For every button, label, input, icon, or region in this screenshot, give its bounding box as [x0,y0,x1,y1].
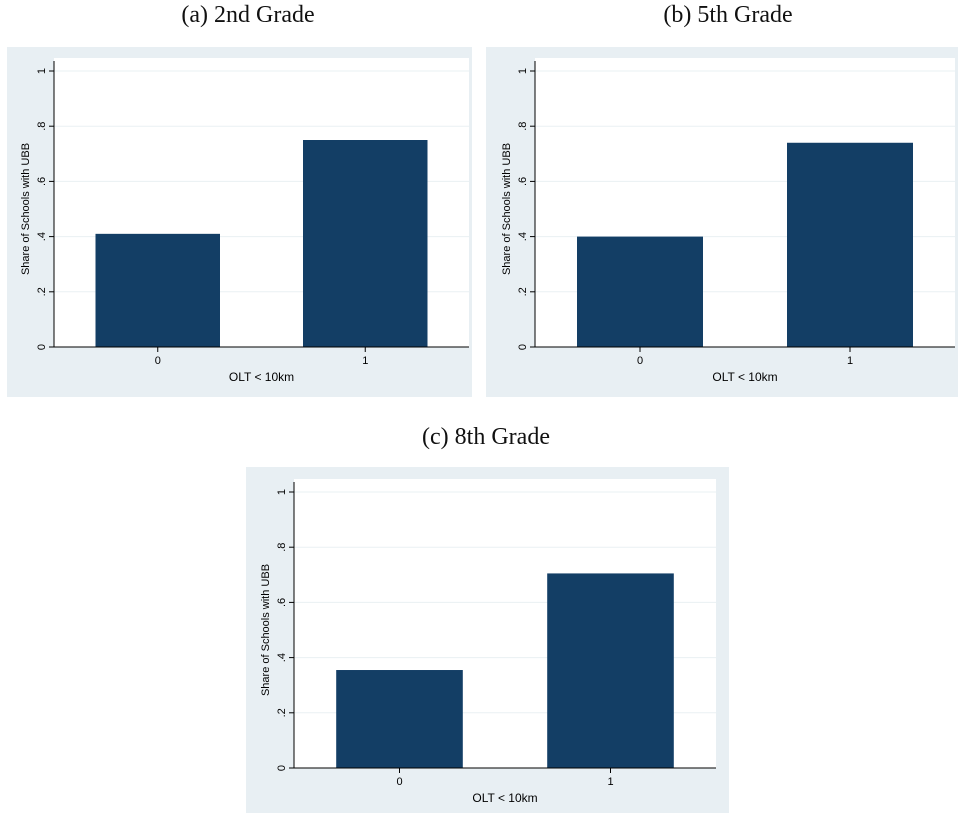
y-tick-label-1: .2 [276,708,288,717]
x-axis-title: OLT < 10km [472,791,537,805]
bar-1 [547,573,674,768]
y-tick-label-3: .6 [36,177,48,186]
panel-b-title: (b) 5th Grade [663,2,793,28]
y-axis-title: Share of Schools with UBB [260,564,272,696]
bar-1 [787,142,913,347]
x-tick-label-0: 0 [155,355,161,367]
chart-c: 0 .2 .4 .6 .8 1 0 1 OLT < 10km Share of Schools w… [246,467,729,813]
x-tick-label-0: 0 [637,355,643,367]
y-tick-label-2: .4 [36,232,48,241]
y-tick-label-5: 1 [36,68,48,74]
chart-b: 0 .2 .4 .6 .8 1 0 1 OLT < 10km Share of Schools w… [486,47,958,397]
bar-0 [95,233,220,347]
y-tick-label-5: 1 [517,68,529,74]
bar-1 [303,140,428,347]
y-tick-label-2: .4 [517,232,529,241]
y-axis-title: Share of Schools with UBB [20,143,32,275]
y-tick-label-4: .8 [36,122,48,131]
y-tick-label-4: .8 [517,122,529,131]
x-tick-label-0: 0 [396,776,402,788]
y-tick-label-1: .2 [36,287,48,296]
y-axis-title: Share of Schools with UBB [501,143,513,275]
bar-0 [336,670,463,768]
y-tick-label-3: .6 [276,598,288,607]
panel-c-title: (c) 8th Grade [422,424,550,450]
x-tick-label-1: 1 [607,776,613,788]
x-tick-label-1: 1 [362,355,368,367]
x-axis-title: OLT < 10km [712,370,777,384]
y-tick-label-3: .6 [517,177,529,186]
y-tick-label-0: 0 [36,344,48,350]
x-axis-title: OLT < 10km [229,370,294,384]
chart-a: 0 .2 .4 .6 .8 1 0 1 OLT < 10km Share of Schools w… [7,47,472,397]
bar-0 [577,236,703,347]
y-tick-label-0: 0 [276,765,288,771]
x-tick-label-1: 1 [847,355,853,367]
y-tick-label-5: 1 [276,489,288,495]
panel-a-title: (a) 2nd Grade [181,2,315,28]
y-tick-label-2: .4 [276,653,288,662]
y-tick-label-1: .2 [517,287,529,296]
y-tick-label-4: .8 [276,543,288,552]
y-tick-label-0: 0 [517,344,529,350]
